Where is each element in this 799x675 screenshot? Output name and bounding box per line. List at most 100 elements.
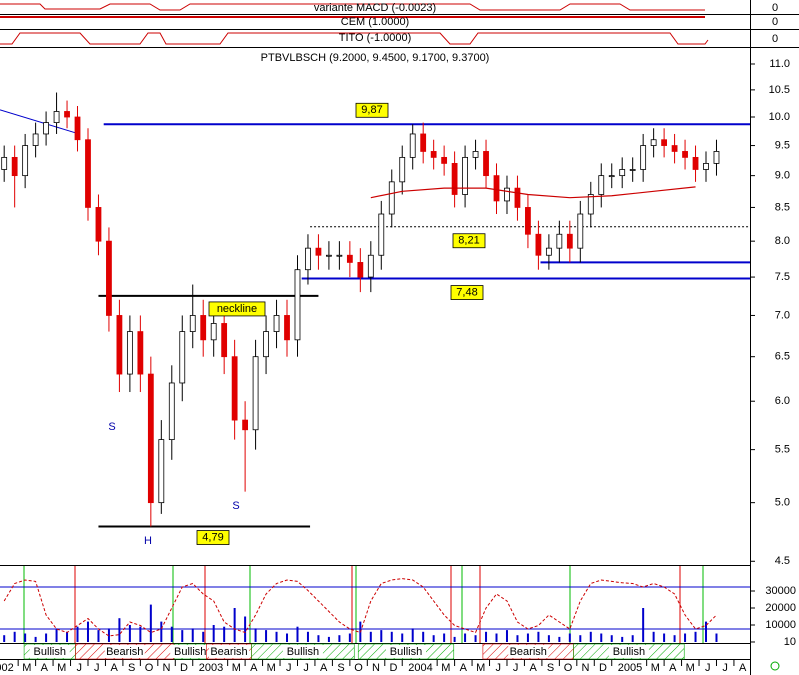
volume-bar [705, 621, 708, 642]
candle-body [650, 139, 657, 146]
level-label-box [450, 285, 484, 300]
volume-bar [317, 635, 320, 642]
candle-body [11, 156, 18, 177]
volume-bar [107, 628, 110, 642]
candle-body [210, 323, 217, 341]
candle-body [242, 419, 249, 431]
candle-body [126, 331, 133, 375]
volume-bar [306, 631, 309, 642]
candle-body [147, 373, 154, 504]
volume-bar [348, 633, 351, 642]
x-tick-label: J [495, 662, 501, 674]
candle-body [566, 233, 573, 249]
candle-body [294, 269, 301, 341]
y-tick-label: 5.5 [775, 444, 790, 456]
volume-bar [631, 635, 634, 642]
volume-bar [526, 633, 529, 642]
x-tick-label: 2002 [0, 662, 14, 674]
indicator-scale: 0 [772, 2, 778, 14]
volume-bar [505, 630, 508, 642]
candle-body [661, 139, 668, 146]
trendline [0, 109, 76, 134]
x-tick-label: M [22, 662, 31, 674]
y-tick-label: 9.0 [775, 170, 790, 182]
candle-body [472, 151, 479, 158]
volume-bar [380, 630, 383, 642]
regime-label: Bullish [174, 646, 206, 658]
y-tick-label: 6.5 [775, 351, 790, 363]
candle-body [556, 233, 563, 249]
volume-bar [128, 625, 131, 642]
candle-body [587, 194, 594, 215]
volume-bar [673, 635, 676, 642]
y-tick-label: 10.0 [769, 111, 790, 123]
candle-body [399, 156, 406, 183]
candle-body [504, 187, 510, 202]
volume-bar [369, 631, 372, 642]
candle-body [179, 331, 186, 384]
regime-label-bg [104, 645, 145, 658]
candle-body [53, 111, 60, 124]
x-tick-label: M [267, 662, 276, 674]
candle-body [420, 133, 427, 152]
candle-body [367, 254, 374, 278]
volume-bar [432, 635, 435, 642]
volume-bar [600, 633, 603, 642]
volume-bar [181, 630, 184, 642]
indicator-scale: 0 [772, 33, 778, 45]
volume-bar [558, 636, 561, 642]
candle-body [200, 315, 207, 341]
x-tick-label: 2005 [618, 662, 642, 674]
volume-bar [286, 633, 289, 642]
candle-body [357, 262, 364, 278]
volume-bar [547, 635, 550, 642]
volume-bar [160, 621, 163, 642]
regime-label: Bearish [106, 646, 143, 658]
candle-body [545, 247, 552, 256]
status-icon [770, 661, 780, 671]
x-tick-label: J [705, 662, 711, 674]
candle-body [535, 233, 542, 256]
volume-bar [233, 608, 236, 642]
chart-subtitle: PTBVLBSCH (9.2000, 9.4500, 9.1700, 9.370… [261, 52, 490, 64]
y-tick-label: 6.0 [775, 395, 790, 407]
level-label-box [355, 102, 389, 118]
regime-label-bg [508, 645, 549, 658]
volume-tick-label: 10 [784, 636, 796, 648]
volume-bar [390, 631, 393, 642]
volume-bar [495, 633, 498, 642]
candle-body [430, 151, 437, 158]
indicator-title: CEM (1.0000) [341, 16, 409, 28]
x-tick-label: M [57, 662, 66, 674]
volume-bar [516, 635, 519, 642]
candle-body [346, 254, 353, 263]
x-tick-label: S [547, 662, 554, 674]
candle-body [116, 315, 123, 375]
oscillator-line [3, 578, 717, 637]
x-tick-label: J [94, 662, 100, 674]
volume-bar [684, 633, 687, 642]
volume-bar [663, 633, 666, 642]
level-label-box [208, 301, 266, 317]
x-tick-label: O [354, 662, 363, 674]
y-tick-label: 7.0 [775, 309, 790, 321]
x-tick-label: O [564, 662, 573, 674]
regime-label-bg [282, 645, 323, 658]
volume-bar [327, 636, 330, 642]
level-label: 4,79 [202, 531, 223, 543]
x-tick-label: N [582, 662, 590, 674]
tito-line [0, 32, 709, 45]
candle-body [137, 331, 144, 375]
candle-body [388, 181, 395, 215]
candle-body [43, 122, 49, 135]
x-tick-label: J [513, 662, 519, 674]
candle-body [682, 151, 688, 158]
x-tick-label: D [599, 662, 607, 674]
x-tick-label: J [722, 662, 728, 674]
candle-body [462, 156, 468, 195]
volume-bar [537, 631, 540, 642]
volume-bar [149, 604, 152, 642]
